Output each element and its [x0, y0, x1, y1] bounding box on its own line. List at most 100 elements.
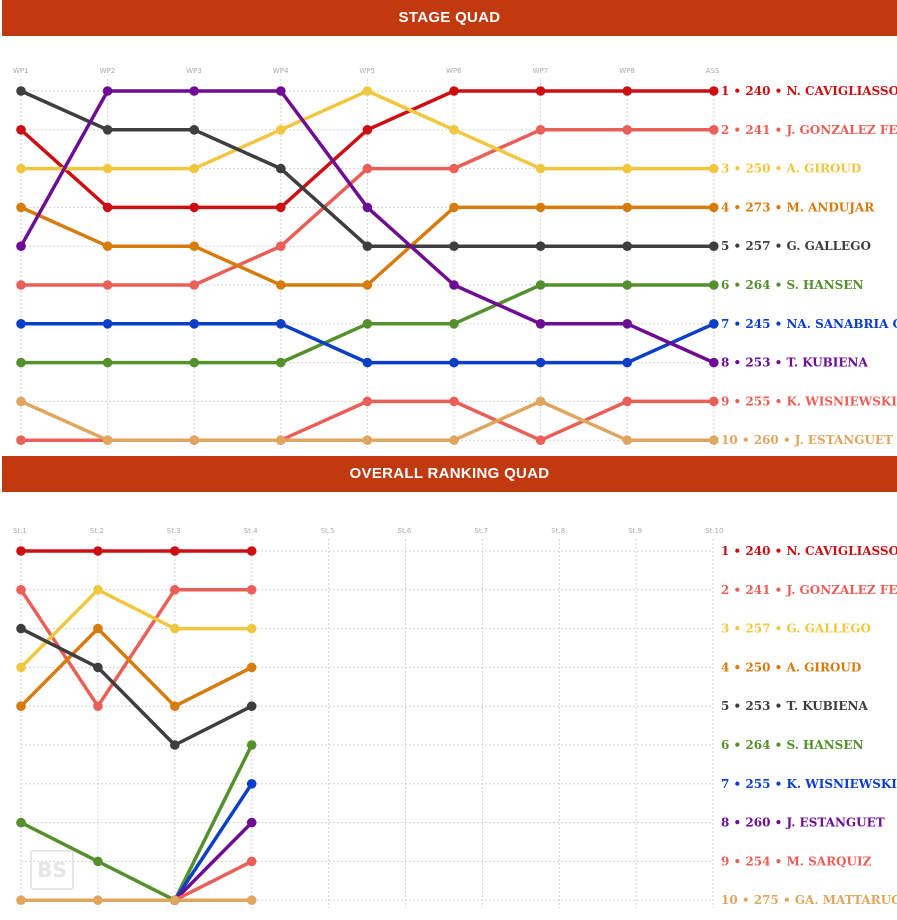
overall-point-1-3: [170, 546, 180, 556]
overall-x-label: St.8: [551, 527, 565, 535]
overall-point-6-2: [93, 856, 103, 867]
stage-point-10-7: [535, 396, 546, 407]
stage-point-2-6: [449, 163, 459, 174]
stage-point-5-9: [709, 241, 719, 251]
overall-point-10-2: [93, 895, 103, 905]
stage-point-10-6: [449, 435, 459, 446]
stage-point-10-2: [102, 435, 113, 446]
stage-point-7-1: [16, 319, 26, 329]
overall-rank-label-4: 4 • 250 • A. GIROUD: [721, 660, 861, 674]
overall-point-3-4: [246, 623, 257, 634]
overall-x-label: St.1: [13, 527, 27, 535]
stage-point-10-5: [362, 435, 373, 446]
stage-x-label: WP5: [359, 67, 375, 75]
stage-point-3-8: [622, 163, 632, 174]
stage-point-5-1: [16, 86, 26, 96]
overall-point-3-2: [93, 585, 103, 595]
overall-point-3-3: [170, 623, 180, 634]
stage-point-4-8: [622, 202, 632, 213]
stage-rank-label-3: 3 • 250 • A. GIROUD: [721, 162, 861, 176]
stage-point-9-1: [16, 435, 26, 446]
stage-point-8-9: [709, 357, 719, 368]
overall-rank-label-10: 10 • 275 • GA. MATTARUCCO: [721, 893, 897, 907]
stage-point-8-3: [189, 86, 199, 96]
stage-point-10-3: [189, 435, 199, 446]
stage-point-5-3: [189, 125, 199, 135]
overall-series-line-4: [19, 626, 253, 708]
stage-quad-chart: WP1 WP2 WP3 WP4 WP5 WP6 WP7 WP8 ASS 1 • 240 • N. …: [13, 67, 897, 449]
overall-point-1-4: [246, 546, 257, 556]
overall-x-label: St.10: [705, 527, 723, 535]
stage-point-8-2: [102, 86, 113, 96]
stage-point-4-6: [449, 202, 459, 213]
overall-point-2-4: [246, 585, 257, 595]
stage-point-3-9: [709, 163, 719, 174]
overall-x-label: St.4: [244, 527, 258, 535]
overall-ranking-title: OVERALL RANKING QUAD: [349, 465, 550, 482]
stage-point-4-3: [189, 241, 199, 251]
overall-series-line-9: [174, 859, 253, 902]
stage-rank-label-9: 9 • 255 • K. WISNIEWSKI: [721, 394, 897, 408]
stage-point-10-1: [16, 396, 26, 407]
stage-point-1-8: [622, 86, 632, 96]
stage-point-2-2: [102, 280, 113, 290]
stage-x-label: ASS: [706, 67, 720, 75]
overall-series-line-3: [19, 588, 252, 669]
stage-point-2-7: [535, 125, 546, 135]
overall-x-label: St.5: [321, 527, 335, 535]
overall-point-4-2: [93, 623, 103, 634]
overall-point-2-1: [16, 585, 26, 595]
overall-point-5-3: [170, 740, 180, 750]
stage-x-label: WP7: [533, 67, 549, 75]
stage-rank-label-8: 8 • 253 • T. KUBIENA: [721, 356, 869, 370]
stage-point-1-2: [102, 202, 113, 213]
overall-point-2-3: [170, 585, 180, 595]
stage-point-2-9: [709, 125, 719, 135]
stage-point-7-4: [276, 319, 286, 329]
stage-point-9-6: [449, 396, 459, 407]
stage-point-4-5: [362, 280, 373, 290]
stage-rank-label-10: 10 • 260 • J. ESTANGUET: [721, 433, 893, 447]
stage-point-7-7: [535, 357, 546, 368]
overall-series-line-8: [173, 821, 253, 902]
overall-point-6-4: [246, 740, 257, 750]
stage-quad-banner: STAGE QUAD: [2, 0, 897, 36]
stage-point-10-4: [276, 435, 286, 446]
stage-point-9-9: [709, 396, 719, 407]
stage-point-1-4: [276, 202, 286, 213]
stage-point-7-2: [102, 319, 113, 329]
stage-point-6-8: [622, 280, 632, 290]
overall-point-5-2: [93, 662, 103, 673]
overall-ranking-banner: OVERALL RANKING QUAD: [2, 456, 897, 492]
stage-point-5-4: [276, 163, 286, 174]
stage-point-6-6: [449, 319, 459, 329]
stage-point-4-2: [102, 241, 113, 251]
stage-rank-label-1: 1 • 240 • N. CAVIGLIASSO: [721, 84, 897, 98]
stage-point-8-1: [16, 241, 26, 251]
stage-point-2-1: [16, 280, 26, 290]
stage-x-label: WP2: [100, 67, 116, 75]
stage-point-3-6: [449, 125, 459, 135]
stage-point-7-9: [709, 319, 719, 329]
overall-point-6-1: [16, 817, 26, 828]
stage-point-10-8: [622, 435, 632, 446]
overall-x-label: St.2: [90, 527, 104, 535]
stage-point-4-9: [709, 202, 719, 213]
stage-point-8-4: [276, 86, 286, 96]
stage-point-8-5: [362, 202, 373, 213]
stage-point-3-1: [16, 163, 26, 174]
stage-point-1-6: [449, 86, 459, 96]
stage-point-4-4: [276, 280, 286, 290]
stage-point-2-8: [622, 125, 632, 135]
overall-rank-label-5: 5 • 253 • T. KUBIENA: [721, 699, 869, 713]
overall-ranking-chart: St.1 St.2 St.3 St.4 St.5 St.6 St.7 St.8 St.9 St.1…: [13, 527, 897, 909]
overall-point-4-3: [170, 701, 180, 711]
overall-point-10-1: [16, 895, 26, 905]
stage-point-2-4: [276, 241, 286, 251]
stage-point-1-3: [189, 202, 199, 213]
overall-point-4-1: [16, 701, 26, 711]
stage-point-6-7: [535, 280, 546, 290]
stage-x-label: WP8: [619, 67, 635, 75]
stage-point-9-8: [622, 396, 632, 407]
